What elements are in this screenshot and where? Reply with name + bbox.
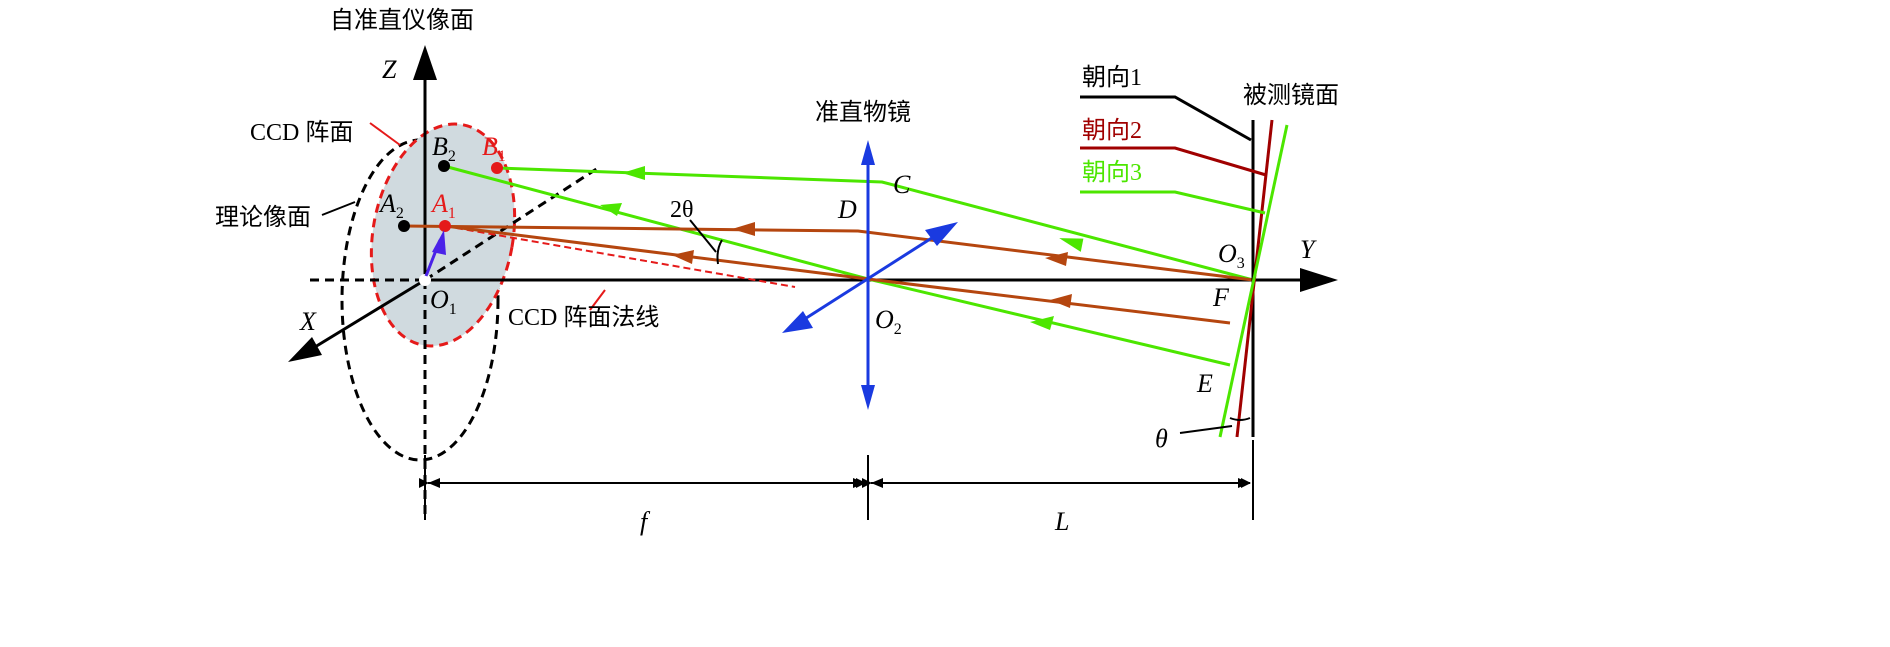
point-a2: [398, 220, 410, 232]
arrow-green-2: [1059, 238, 1084, 252]
lens-diag-arrow-1: [925, 222, 958, 246]
ccd-plane-label: CCD 阵面: [250, 119, 353, 146]
mirror-orientation-3: [1218, 124, 1289, 438]
arrow-green-1: [622, 166, 645, 180]
lens-diagonal: [799, 232, 939, 324]
point-e-label: E: [1196, 369, 1213, 398]
leader-orient-3: [1080, 190, 1266, 215]
arrow-green-4: [1030, 316, 1054, 330]
leader-orient-1: [1080, 95, 1252, 142]
b1-label: B1: [482, 132, 506, 165]
x-axis-label: X: [299, 307, 317, 336]
o3-label: O3: [1218, 239, 1245, 272]
point-c-label: C: [893, 170, 911, 199]
point-a1: [439, 220, 451, 232]
y-axis-label: Y: [1300, 235, 1317, 264]
x-arrow-head: [288, 337, 322, 362]
angle-2theta-leader: [689, 219, 717, 253]
arrow-brown-4: [1050, 294, 1072, 308]
angle-2theta-label: 2θ: [670, 197, 694, 223]
y-arrow-head: [1300, 268, 1338, 292]
orient-1-label: 朝向1: [1082, 64, 1142, 91]
ccd-normal-leader: [589, 289, 606, 311]
lens-bottom-arrow: [861, 385, 875, 410]
x-axis: [309, 278, 426, 352]
z-axis-label: Z: [382, 55, 397, 84]
orient-3-label: 朝向3: [1082, 159, 1142, 186]
origin-o1: [419, 274, 431, 286]
a1-label: A1: [430, 189, 456, 222]
neg-x-dashed: [424, 166, 599, 282]
green-ray-lower: [443, 164, 1231, 367]
point-f-label: F: [1212, 283, 1230, 312]
point-b1: [491, 162, 503, 174]
theta-label: θ: [1155, 424, 1168, 453]
L-label: L: [1054, 507, 1069, 536]
angle-2theta-arc: [716, 239, 723, 265]
point-b2: [438, 160, 450, 172]
arrow-brown-3: [672, 250, 694, 264]
ccd-normal-line: [444, 225, 796, 288]
leader-orient-2: [1080, 146, 1267, 177]
theta-arc: [1229, 417, 1251, 421]
arrow-brown-2: [1045, 252, 1068, 266]
arrow-brown-1: [732, 222, 755, 236]
lens-top-arrow: [861, 140, 875, 165]
ccd-normal-label: CCD 阵面法线: [508, 304, 659, 331]
theory-plane-leader: [321, 201, 356, 216]
lens-diag-arrow-2: [782, 311, 813, 333]
mirror-label: 被测镜面: [1243, 82, 1339, 109]
o1-label: O1: [430, 285, 457, 318]
f-label: f: [640, 507, 651, 536]
b2-label: B2: [432, 132, 456, 165]
z-arrow-head: [413, 45, 437, 80]
orient-2-label: 朝向2: [1082, 117, 1142, 144]
lens-label: 准直物镜: [815, 99, 911, 126]
point-d-label: D: [837, 195, 857, 224]
displacement-arrow-head: [432, 230, 446, 255]
a2-label: A2: [378, 189, 404, 222]
o2-label: O2: [875, 305, 902, 338]
ccd-plane-leader: [369, 122, 401, 146]
theory-plane-label: 理论像面: [215, 204, 311, 231]
theta-leader: [1179, 425, 1233, 434]
arrow-green-3: [600, 203, 622, 216]
brown-ray-upper: [403, 224, 1254, 282]
autocollimator-image-plane-label: 自准直仪像面: [330, 7, 474, 34]
